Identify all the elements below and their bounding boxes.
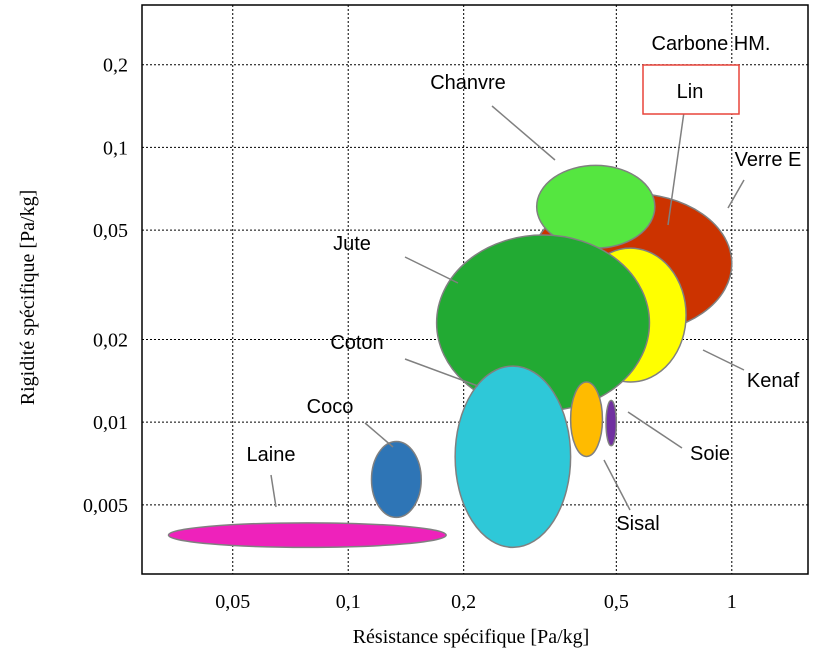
- label-lin: Lin: [677, 81, 704, 103]
- x-axis-title: Résistance spécifique [Pa/kg]: [353, 626, 590, 648]
- leader-jute: [404, 256, 459, 284]
- x-tick-labels: 0,05 0,1 0,2 0,5 1: [215, 591, 737, 613]
- y-tick-label: 0,2: [103, 55, 128, 77]
- leader-chanvre: [491, 105, 556, 161]
- bubble-laine: [167, 522, 447, 549]
- x-tick-label: 0,2: [451, 591, 476, 613]
- y-axis-title: Rigidité spécifique [Pa/kg]: [17, 190, 39, 406]
- label-leader-lines: [270, 105, 745, 511]
- y-tick-label: 0,1: [103, 137, 128, 159]
- fiber-labels: Verre E Kenaf Lin Chanvre Jute Coton Sisal Soie…: [247, 33, 802, 535]
- bubble-coco: [370, 440, 422, 519]
- label-chanvre: Chanvre: [430, 72, 506, 94]
- bubble-soie: [605, 399, 618, 447]
- x-tick-label: 0,1: [336, 591, 361, 613]
- leader-laine: [270, 474, 277, 508]
- label-soie: Soie: [690, 443, 730, 465]
- y-tick-labels: 0,005 0,01 0,02 0,05 0,1 0,2: [83, 55, 128, 517]
- bubble-sisal: [569, 381, 604, 458]
- y-tick-label: 0,005: [83, 495, 128, 517]
- leader-verre-e: [727, 179, 745, 209]
- label-coton: Coton: [330, 332, 383, 354]
- x-tick-label: 1: [727, 591, 737, 613]
- label-laine: Laine: [247, 444, 296, 466]
- leader-kenaf: [702, 349, 745, 371]
- bubble-coton: [454, 365, 572, 549]
- y-tick-label: 0,01: [93, 412, 128, 434]
- label-jute: Jute: [333, 233, 371, 255]
- label-box-lin: [642, 64, 740, 115]
- y-tick-label: 0,05: [93, 220, 128, 242]
- y-tick-label: 0,02: [93, 329, 128, 351]
- annotation-label: Carbone HM.: [652, 33, 771, 55]
- leader-coton: [404, 358, 479, 387]
- leader-sisal: [603, 459, 631, 511]
- label-sisal: Sisal: [616, 513, 659, 535]
- label-kenaf: Kenaf: [747, 370, 800, 392]
- label-verre-e: Verre E: [735, 149, 802, 171]
- x-tick-label: 0,05: [215, 591, 250, 613]
- leader-lin: [667, 111, 685, 226]
- leader-soie: [627, 411, 683, 449]
- leader-coco: [364, 422, 394, 448]
- fiber-bubbles: [167, 164, 733, 549]
- x-tick-label: 0,5: [604, 591, 629, 613]
- label-coco: Coco: [307, 396, 354, 418]
- plot-frame: [141, 4, 809, 575]
